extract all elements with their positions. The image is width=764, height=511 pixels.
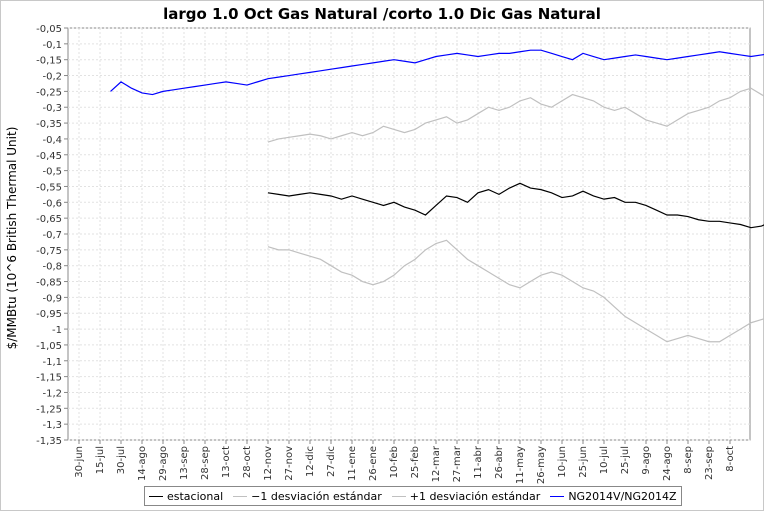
y-tick-label: -0,65: [36, 214, 62, 225]
series-line: [267, 239, 764, 343]
x-tick-label: 25-feb: [410, 446, 421, 478]
legend-item: estacional: [149, 490, 223, 503]
legend-label: estacional: [167, 489, 224, 503]
x-tick-label: 10-jun: [557, 446, 568, 478]
x-tick-label: 28-oct: [242, 446, 253, 478]
x-tick-label: 14-ago: [137, 446, 148, 481]
y-tick-label: -0,2: [42, 72, 62, 83]
y-tick-label: -0,75: [36, 246, 62, 257]
y-tick-label: -0,25: [36, 87, 62, 98]
y-tick-label: -0,85: [36, 278, 62, 289]
y-tick-label: -1,25: [36, 404, 62, 415]
legend: estacional −1 desviación estándar +1 desvi…: [144, 486, 682, 506]
x-tick-label: 13-oct: [221, 446, 232, 478]
legend-item: NG2014V/NG2014Z: [550, 489, 677, 503]
legend-item: +1 desviación estándar: [391, 489, 541, 503]
x-tick-label: 27-nov: [284, 446, 295, 481]
x-tick-label: 26-abr: [494, 445, 505, 479]
x-tick-label: 12-nov: [263, 446, 274, 481]
y-tick-label: -0,3: [42, 103, 62, 114]
y-tick-label: -1,15: [36, 373, 62, 384]
legend-swatch: [391, 495, 406, 497]
y-tick-label: -1,1: [42, 357, 62, 368]
y-tick-label: -0,9: [42, 293, 62, 304]
x-tick-label: 13-sep: [179, 446, 190, 480]
legend-item: −1 desviación estándar: [233, 490, 382, 503]
x-tick-label: 27-dic: [326, 446, 337, 477]
x-tick-label: 24-ago: [662, 446, 673, 481]
y-tick-label: -0,7: [42, 230, 62, 241]
x-tick-label: 26-may: [536, 446, 547, 484]
x-tick-label: 15-jul: [95, 446, 106, 474]
chart-title: largo 1.0 Oct Gas Natural /corto 1.0 Dic…: [163, 5, 601, 23]
y-tick-label: -0,55: [36, 182, 62, 193]
series-line: [267, 87, 764, 143]
x-tick-label: 30-jul: [116, 446, 127, 474]
legend-swatch: [149, 495, 163, 497]
y-tick-label: -0,95: [36, 309, 62, 320]
x-tick-label: 9-ago: [641, 446, 652, 475]
legend-label: −1 desviación estándar: [251, 489, 382, 503]
y-tick-label: -0,45: [36, 151, 62, 162]
y-tick-label: -0,8: [42, 262, 62, 273]
x-tick-label: 26-ene: [368, 446, 379, 481]
legend-label: NG2014V/NG2014Z: [568, 489, 677, 503]
x-tick-label: 10-jul: [599, 446, 610, 474]
x-tick-label: 12-dic: [305, 446, 316, 477]
x-tick-label: 23-sep: [704, 446, 715, 480]
y-tick-label: -0,35: [36, 119, 62, 130]
y-tick-label: -1: [52, 325, 62, 336]
y-tick-label: -1,2: [42, 388, 62, 399]
y-tick-label: -0,5: [42, 167, 62, 178]
series-line: [267, 182, 764, 229]
x-tick-label: 30-jun: [74, 446, 85, 478]
x-tick-label: 8-sep: [683, 446, 694, 474]
y-tick-label: -1,05: [36, 341, 62, 352]
x-tick-label: 11-ene: [347, 446, 358, 481]
legend-label: +1 desviación estándar: [409, 489, 541, 503]
y-tick-label: -0,4: [42, 135, 62, 146]
legend-swatch: [233, 495, 248, 497]
legend-swatch: [550, 495, 565, 497]
y-tick-label: -0,6: [42, 198, 62, 209]
series-line: [110, 49, 764, 96]
x-tick-label: 12-mar: [431, 445, 442, 482]
y-tick-label: -1,3: [42, 420, 62, 431]
x-tick-label: 25-jun: [578, 446, 589, 478]
x-tick-label: 27-mar: [452, 445, 463, 482]
x-tick-label: 11-abr: [473, 445, 484, 479]
x-tick-label: 29-ago: [158, 446, 169, 481]
x-tick-label: 10-feb: [389, 446, 400, 478]
y-tick-label: -0,05: [36, 24, 62, 35]
y-tick-label: -0,1: [42, 40, 62, 51]
x-tick-label: 11-may: [515, 446, 526, 484]
x-tick-label: 25-jul: [620, 446, 631, 474]
x-tick-label: 28-sep: [200, 446, 211, 480]
y-tick-label: -0,15: [36, 56, 62, 67]
x-tick-label: 8-oct: [725, 446, 736, 472]
y-tick-label: -1,35: [36, 436, 62, 447]
